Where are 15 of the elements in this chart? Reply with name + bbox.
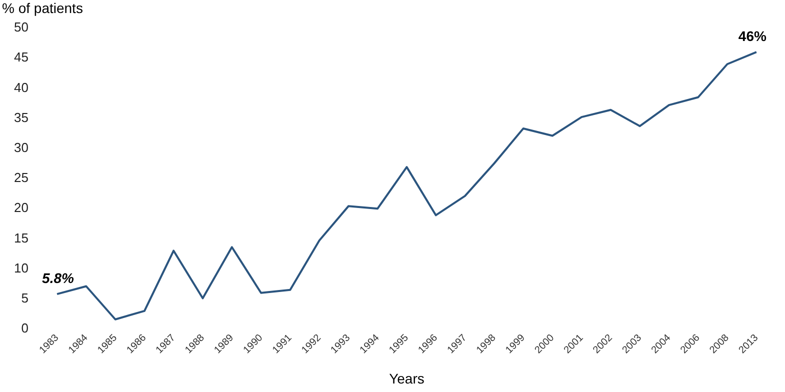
y-tick-label: 5: [21, 290, 28, 306]
x-axis-title: Years: [389, 370, 424, 386]
y-tick-label: 25: [14, 170, 28, 186]
y-tick-label: 30: [14, 140, 28, 155]
y-tick-label: 15: [14, 230, 28, 246]
y-axis-title: % of patients: [2, 0, 83, 16]
y-tick-label: 50: [14, 20, 28, 35]
y-tick-label: 10: [14, 260, 28, 276]
y-tick-label: 40: [14, 80, 28, 95]
y-tick-label: 45: [14, 50, 28, 65]
y-tick-label: 20: [14, 200, 28, 216]
data-label: 5.8%: [42, 270, 74, 286]
data-label: 46%: [738, 28, 767, 44]
y-tick-label: 35: [14, 110, 28, 125]
y-tick-label: 0: [21, 320, 28, 336]
